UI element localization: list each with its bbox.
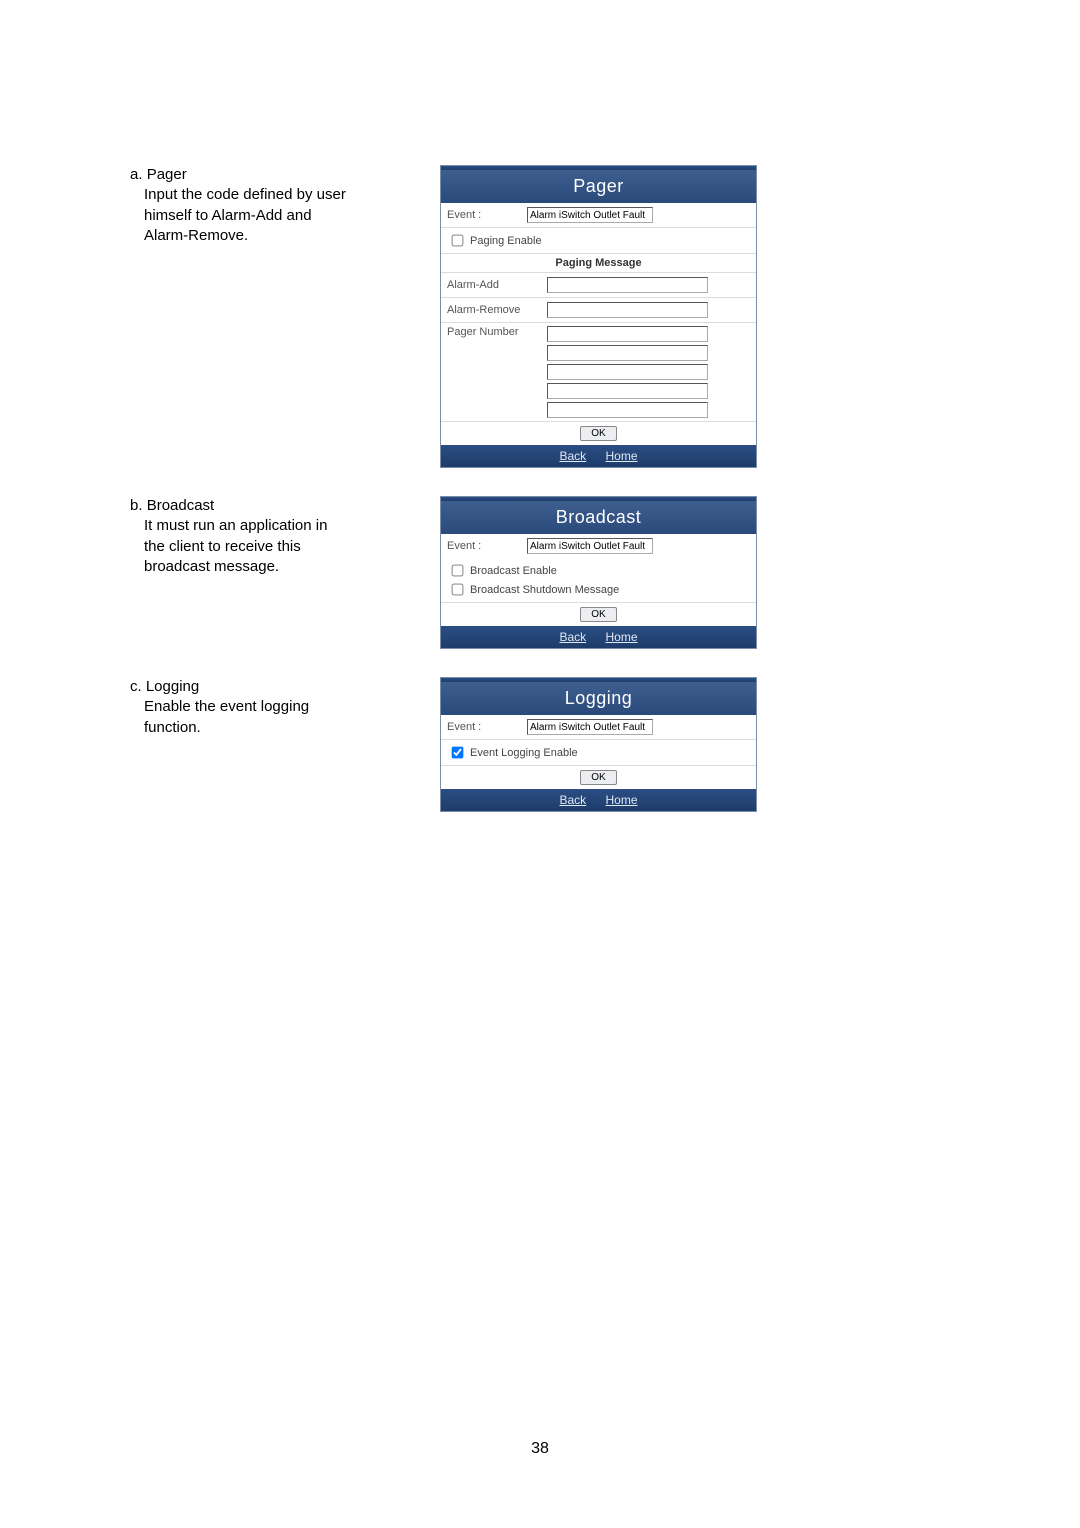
broadcast-ok-button[interactable]: OK [580, 607, 616, 622]
pager-event-input[interactable] [527, 207, 653, 223]
logging-event-label: Event : [447, 721, 527, 733]
page-number: 38 [0, 1440, 1080, 1458]
logging-ok-button[interactable]: OK [580, 770, 616, 785]
pager-event-label: Event : [447, 209, 527, 221]
pager-event-row: Event : [441, 203, 756, 227]
desc-b-line2: the client to receive this [130, 537, 430, 557]
alarm-remove-row: Alarm-Remove [441, 297, 756, 322]
page: a. Pager Input the code defined by user … [0, 0, 1080, 1528]
desc-a: a. Pager Input the code defined by user … [130, 165, 440, 246]
pager-enable-row: Paging Enable [441, 227, 756, 253]
pager-number-2[interactable] [547, 345, 708, 361]
logging-footer: Back Home [441, 789, 756, 811]
alarm-add-label: Alarm-Add [447, 279, 547, 291]
logging-back-link[interactable]: Back [559, 793, 586, 807]
broadcast-back-link[interactable]: Back [559, 630, 586, 644]
content: a. Pager Input the code defined by user … [130, 165, 950, 840]
desc-b-line1: It must run an application in [130, 516, 430, 536]
broadcast-enable-checkbox[interactable] [452, 565, 464, 577]
broadcast-shutdown-label: Broadcast Shutdown Message [470, 584, 619, 596]
pager-title: Pager [441, 170, 756, 203]
section-b: b. Broadcast It must run an application … [130, 496, 950, 649]
desc-c: c. Logging Enable the event logging func… [130, 677, 440, 738]
pager-number-4[interactable] [547, 383, 708, 399]
title-c: Logging [146, 678, 199, 695]
logging-enable-label: Event Logging Enable [470, 747, 578, 759]
desc-a-line3: Alarm-Remove. [130, 226, 430, 246]
paging-message-header: Paging Message [441, 253, 756, 272]
desc-c-line1: Enable the event logging [130, 697, 430, 717]
broadcast-event-label: Event : [447, 540, 527, 552]
logging-panel: Logging Event : Event Logging Enable OK … [440, 677, 757, 812]
broadcast-panel: Broadcast Event : Broadcast Enable Broad… [440, 496, 757, 649]
logging-enable-row: Event Logging Enable [441, 739, 756, 765]
logging-ok-row: OK [441, 765, 756, 789]
broadcast-home-link[interactable]: Home [606, 630, 638, 644]
broadcast-enable-row: Broadcast Enable [441, 558, 756, 580]
logging-event-row: Event : [441, 715, 756, 739]
title-a: Pager [147, 166, 187, 183]
alarm-add-input[interactable] [547, 277, 708, 293]
broadcast-event-row: Event : [441, 534, 756, 558]
broadcast-event-input[interactable] [527, 538, 653, 554]
broadcast-footer: Back Home [441, 626, 756, 648]
pager-number-3[interactable] [547, 364, 708, 380]
pager-footer: Back Home [441, 445, 756, 467]
pager-panel: Pager Event : Paging Enable Paging Messa… [440, 165, 757, 468]
desc-a-line2: himself to Alarm-Add and [130, 206, 430, 226]
pager-ok-row: OK [441, 421, 756, 445]
logging-home-link[interactable]: Home [606, 793, 638, 807]
alarm-add-row: Alarm-Add [441, 272, 756, 297]
pager-number-block: Pager Number [441, 322, 756, 421]
pager-number-label: Pager Number [447, 326, 547, 418]
pager-back-link[interactable]: Back [559, 449, 586, 463]
pager-number-5[interactable] [547, 402, 708, 418]
letter-c: c. [130, 678, 142, 695]
logging-enable-checkbox[interactable] [452, 747, 464, 759]
logging-title: Logging [441, 682, 756, 715]
desc-b-line3: broadcast message. [130, 557, 430, 577]
title-b: Broadcast [147, 497, 215, 514]
section-a: a. Pager Input the code defined by user … [130, 165, 950, 468]
pager-number-1[interactable] [547, 326, 708, 342]
broadcast-title: Broadcast [441, 501, 756, 534]
letter-a: a. [130, 166, 143, 183]
letter-b: b. [130, 497, 143, 514]
broadcast-ok-row: OK [441, 602, 756, 626]
broadcast-shutdown-row: Broadcast Shutdown Message [441, 580, 756, 602]
paging-enable-checkbox[interactable] [452, 235, 464, 247]
alarm-remove-input[interactable] [547, 302, 708, 318]
desc-a-line1: Input the code defined by user [130, 185, 430, 205]
desc-b: b. Broadcast It must run an application … [130, 496, 440, 577]
pager-ok-button[interactable]: OK [580, 426, 616, 441]
paging-enable-label: Paging Enable [470, 235, 542, 247]
broadcast-shutdown-checkbox[interactable] [452, 584, 464, 596]
logging-event-input[interactable] [527, 719, 653, 735]
alarm-remove-label: Alarm-Remove [447, 304, 547, 316]
desc-c-line2: function. [130, 718, 430, 738]
broadcast-enable-label: Broadcast Enable [470, 565, 557, 577]
section-c: c. Logging Enable the event logging func… [130, 677, 950, 812]
pager-home-link[interactable]: Home [606, 449, 638, 463]
